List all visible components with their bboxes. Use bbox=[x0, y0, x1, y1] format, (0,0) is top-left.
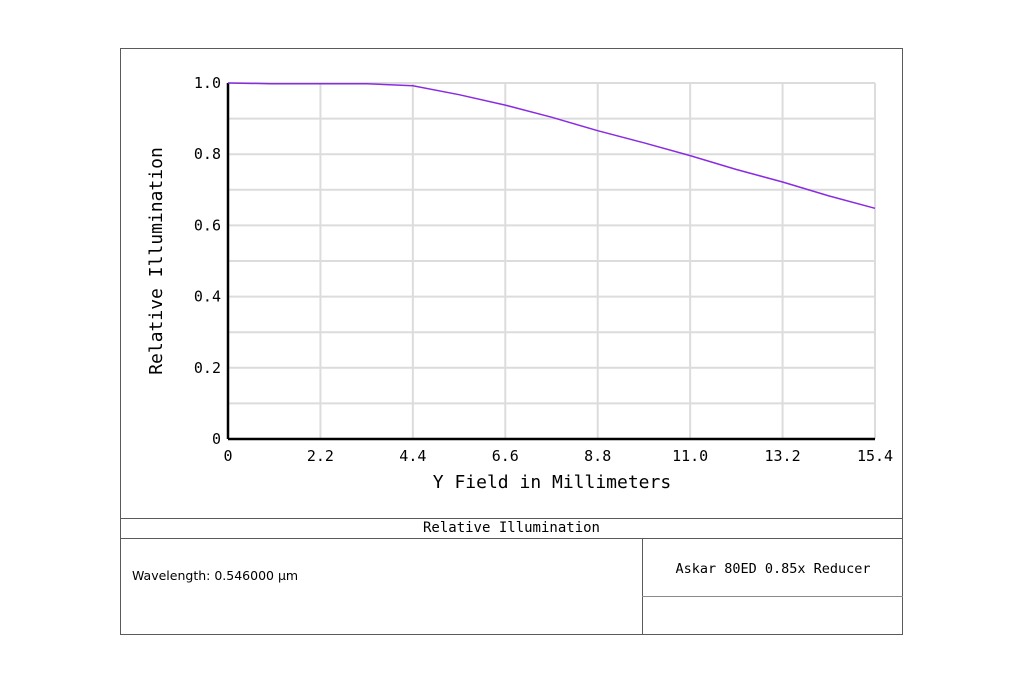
x-tick-label: 2.2 bbox=[307, 447, 334, 465]
y-tick-label: 0.4 bbox=[194, 288, 221, 306]
caption-bar: Relative Illumination bbox=[120, 518, 903, 539]
footer-divider-vertical bbox=[642, 539, 643, 635]
x-tick-label: 0 bbox=[223, 447, 232, 465]
x-tick-label: 11.0 bbox=[672, 447, 708, 465]
y-tick-label: 1.0 bbox=[194, 74, 221, 92]
y-tick-label: 0.6 bbox=[194, 216, 221, 234]
x-axis-label: Y Field in Millimeters bbox=[433, 472, 671, 493]
footer-divider-horizontal bbox=[642, 596, 903, 597]
x-tick-label: 15.4 bbox=[857, 447, 893, 465]
y-tick-label: 0.2 bbox=[194, 359, 221, 377]
x-tick-label: 8.8 bbox=[584, 447, 611, 465]
y-axis-label: Relative Illumination bbox=[146, 147, 167, 375]
caption-title: Relative Illumination bbox=[422, 520, 600, 536]
system-name-text: Askar 80ED 0.85x Reducer bbox=[675, 561, 871, 577]
series-line-0 bbox=[227, 82, 876, 210]
y-tick-label: 0.8 bbox=[194, 145, 221, 163]
x-tick-label: 4.4 bbox=[399, 447, 426, 465]
wavelength-text: Wavelength: 0.546000 µm bbox=[132, 568, 299, 583]
y-tick-label: 0 bbox=[212, 430, 221, 448]
x-tick-label: 13.2 bbox=[765, 447, 801, 465]
plot-frame bbox=[120, 48, 903, 635]
x-tick-label: 6.6 bbox=[492, 447, 519, 465]
